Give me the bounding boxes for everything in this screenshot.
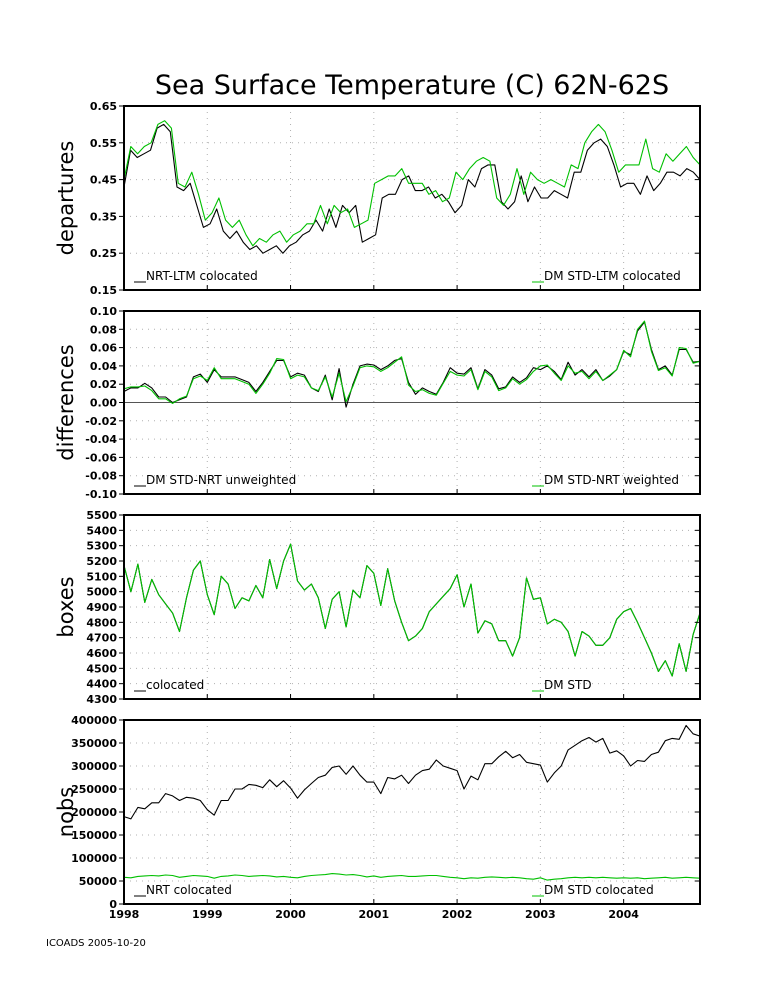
y-tick-label: 5000 <box>86 586 117 599</box>
y-tick-label: 5400 <box>86 524 117 537</box>
panel-boxes: 4300 4400 4500 4600 4700 4800 4900 5000 5100 5200… <box>54 509 701 706</box>
y-tick-label: 4600 <box>86 647 117 660</box>
series-line-green <box>123 873 701 881</box>
x-tick-label: 2003 <box>525 908 556 921</box>
x-tick-label: 2001 <box>359 908 390 921</box>
y-tick-label: -0.08 <box>85 470 117 483</box>
x-tick-label: 2000 <box>275 908 306 921</box>
series-line-green <box>123 320 701 404</box>
legend-label-right: DM STD-LTM colocated <box>544 269 681 283</box>
y-tick-label: 200000 <box>71 806 117 819</box>
y-tick-label: 300000 <box>71 760 117 773</box>
y-tick-label: 0.35 <box>90 210 117 223</box>
y-tick-label: 0 <box>109 898 117 911</box>
y-axis-label: departures <box>54 141 78 256</box>
y-tick-label: 4300 <box>86 693 117 706</box>
series-line-green <box>123 543 701 677</box>
y-tick-label: 0.45 <box>90 174 117 187</box>
footer-label: ICOADS 2005-10-20 <box>46 938 146 949</box>
panel-departures: 0.15 0.25 0.35 0.45 0.55 0.65 departures NRT-LT… <box>54 100 701 297</box>
y-tick-label: 400000 <box>71 714 117 727</box>
y-tick-label: 150000 <box>71 829 117 842</box>
y-tick-label: 0.25 <box>90 247 117 260</box>
x-tick-label: 2002 <box>442 908 473 921</box>
legend-label-left: colocated <box>146 678 204 692</box>
y-tick-label: 4900 <box>86 601 117 614</box>
y-tick-label: -0.10 <box>85 488 117 501</box>
x-tick-label: 1999 <box>192 908 223 921</box>
legend-label-left: NRT-LTM colocated <box>146 269 258 283</box>
y-tick-label: -0.02 <box>85 415 117 428</box>
y-tick-label: 5500 <box>86 509 117 522</box>
x-tick-label: 2004 <box>608 908 639 921</box>
x-axis: 1998 1999 2000 2001 2002 2003 2004 <box>109 908 640 921</box>
y-tick-label: 0.55 <box>90 137 117 150</box>
legend-label-right: DM STD colocated <box>544 883 654 897</box>
series-line-black <box>123 321 701 408</box>
y-tick-label: 0.10 <box>90 305 117 318</box>
y-tick-label: 4800 <box>86 616 117 629</box>
series-line-black <box>123 123 701 254</box>
y-tick-label: -0.06 <box>85 451 117 464</box>
y-tick-label: -0.04 <box>85 433 117 446</box>
y-tick-label: 0.04 <box>90 360 117 373</box>
series-line-green <box>123 120 701 247</box>
legend-label-right: DM STD <box>544 678 592 692</box>
y-tick-label: 4700 <box>86 632 117 645</box>
y-tick-label: 250000 <box>71 783 117 796</box>
y-tick-label: 5300 <box>86 540 117 553</box>
panel-differences: -0.10 -0.08 -0.06 -0.04 -0.02 0.00 0.02 0.04 0.0… <box>54 305 701 501</box>
x-tick-label: 1998 <box>109 908 140 921</box>
series-line-black <box>123 724 701 820</box>
y-tick-label: 0.00 <box>90 397 117 410</box>
y-tick-label: 0.02 <box>90 378 117 391</box>
y-axis-label: differences <box>54 344 78 460</box>
y-tick-label: 4500 <box>86 662 117 675</box>
y-tick-label: 0.06 <box>90 342 117 355</box>
y-tick-label: 100000 <box>71 852 117 865</box>
y-tick-label: 0.65 <box>90 100 117 113</box>
chart-title: Sea Surface Temperature (C) 62N-62S <box>155 70 669 101</box>
series-line-black <box>123 543 701 677</box>
y-tick-label: 5100 <box>86 570 117 583</box>
y-axis-label: nobs <box>54 787 78 837</box>
panels: 0.15 0.25 0.35 0.45 0.55 0.65 departures NRT-LT… <box>54 100 701 911</box>
panel-nobs: 0 50000 100000 150000 200000 250000 300000 3500… <box>54 714 701 911</box>
legend-label-left: NRT colocated <box>146 883 232 897</box>
y-tick-label: 350000 <box>71 737 117 750</box>
y-tick-label: 5200 <box>86 555 117 568</box>
y-tick-label: 0.15 <box>90 284 117 297</box>
y-tick-label: 0.08 <box>90 323 117 336</box>
legend-label-left: DM STD-NRT unweighted <box>146 473 296 487</box>
y-tick-label: 4400 <box>86 678 117 691</box>
y-tick-label: 50000 <box>79 875 118 888</box>
legend-label-right: DM STD-NRT weighted <box>544 473 679 487</box>
plot-frame <box>123 105 701 291</box>
y-axis-label: boxes <box>54 576 78 637</box>
